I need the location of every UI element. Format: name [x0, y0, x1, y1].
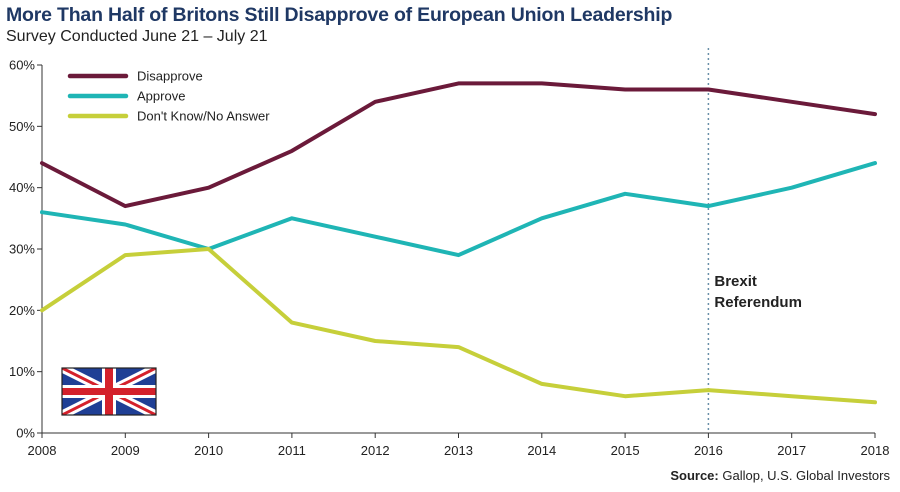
brexit-annotation: Brexit Referendum [707, 48, 802, 433]
x-tick-label: 2015 [611, 443, 640, 458]
series-line-2 [40, 247, 877, 405]
y-tick-label: 20% [9, 303, 35, 318]
x-tick-label: 2014 [527, 443, 556, 458]
y-tick-label: 30% [9, 242, 35, 257]
x-tick-label: 2011 [278, 443, 306, 458]
union-jack-flag-icon [61, 367, 157, 416]
series-line-1 [40, 161, 877, 258]
legend-label: Approve [137, 89, 185, 104]
source-label: Source: [670, 468, 719, 483]
x-tick-label: 2017 [777, 443, 806, 458]
y-tick-label: 40% [9, 180, 35, 195]
x-tick-label: 2012 [361, 443, 390, 458]
y-tick-label: 10% [9, 364, 35, 379]
chart-subtitle: Survey Conducted June 21 – July 21 [6, 28, 268, 45]
chart-title: More Than Half of Britons Still Disappro… [6, 4, 673, 26]
source-note: Source: Gallop, U.S. Global Investors [670, 468, 890, 483]
x-tick-label: 2010 [194, 443, 223, 458]
x-tick-label: 2009 [111, 443, 140, 458]
series-line-0 [40, 81, 877, 209]
legend-label: Don't Know/No Answer [137, 109, 270, 124]
y-tick-label: 0% [16, 426, 35, 441]
referendum-label: Referendum [714, 294, 802, 311]
series-lines [40, 81, 877, 405]
x-tick-label: 2008 [28, 443, 57, 458]
x-tick-label: 2018 [861, 443, 890, 458]
legend: Disapprove Approve Don't Know/No Answer [67, 69, 270, 124]
x-tick-label: 2016 [694, 443, 723, 458]
x-tick-label: 2013 [444, 443, 473, 458]
y-tick-label: 50% [9, 119, 35, 134]
legend-label: Disapprove [137, 69, 203, 84]
source-text: Gallop, U.S. Global Investors [718, 468, 890, 483]
axes: 0% 10% 20% 30% 40% 50% 60% 2008 2009 2010 2011 2012… [9, 58, 889, 459]
y-tick-label: 60% [9, 58, 35, 73]
referendum-label: Brexit [714, 273, 757, 290]
